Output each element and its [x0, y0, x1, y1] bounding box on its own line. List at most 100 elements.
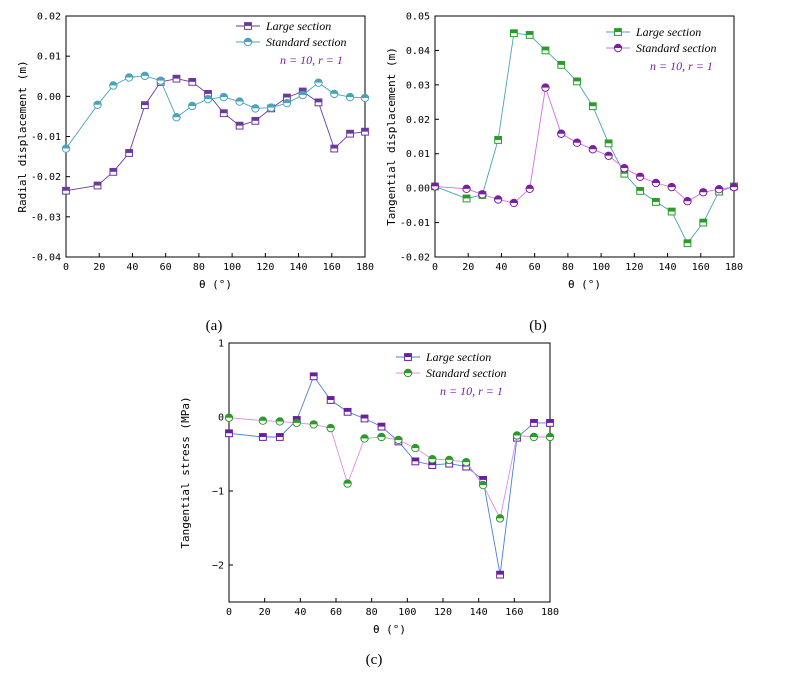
data-point-fill [668, 208, 676, 212]
legend-marker-fill [244, 38, 252, 42]
y-tick-label: 0.00 [37, 92, 61, 103]
data-point-fill [267, 103, 275, 108]
data-point-fill [109, 168, 117, 172]
y-tick-label: 0.03 [406, 80, 430, 91]
data-point-fill [496, 514, 504, 519]
y-axis-label: Radial displacement (m) [16, 60, 29, 212]
data-point-fill [636, 173, 644, 177]
y-tick-label: 0 [218, 413, 224, 424]
series-line-large-section [228, 375, 550, 575]
data-point-fill [361, 415, 368, 419]
data-point-fill [251, 117, 259, 121]
y-axis-label: Tangential displacement (m) [385, 47, 398, 226]
data-point-fill [589, 145, 597, 150]
legend-marker-fill [614, 44, 622, 48]
x-tick-label: 120 [256, 262, 274, 273]
data-point-fill [360, 434, 369, 439]
y-tick-label: -0.03 [31, 212, 61, 223]
data-point-fill [299, 88, 307, 92]
data-point-fill [510, 29, 518, 34]
data-point-fill [526, 31, 534, 35]
x-tick-label: 140 [659, 262, 677, 273]
data-point-fill [361, 128, 369, 132]
data-point-fill [620, 164, 629, 169]
x-axis-label: θ (°) [199, 278, 232, 291]
data-point-fill [652, 198, 660, 202]
data-point-fill [411, 444, 420, 449]
data-point-fill [293, 419, 301, 423]
legend-label: Standard section [636, 41, 717, 55]
legend-label: Large section [265, 19, 331, 33]
data-point-fill [699, 219, 707, 223]
plot-frame [228, 342, 551, 603]
x-tick-label: 160 [323, 262, 341, 273]
data-point-fill [109, 81, 118, 86]
legend-marker-fill [404, 369, 412, 373]
y-tick-label: 0.01 [37, 52, 61, 63]
data-point-fill [462, 185, 471, 189]
data-point-fill [299, 91, 307, 96]
data-point-fill [172, 113, 181, 118]
data-point-fill [283, 94, 291, 98]
data-point-fill [225, 414, 233, 418]
data-point-fill [530, 419, 538, 423]
data-point-fill [573, 78, 581, 82]
panel-label: (a) [206, 318, 223, 334]
data-point-fill [188, 102, 196, 106]
chart-radial-displacement: 0 20 40 60 80 100 120 140 160 180 -0.04 -0.03 -0.02 -… [16, 12, 374, 335]
x-tick-label: 100 [223, 262, 241, 273]
x-tick-label: 20 [93, 262, 105, 273]
data-point-fill [394, 436, 403, 440]
data-point-fill [428, 461, 436, 466]
chart-tangential-stress: 0 20 40 60 80 100 120 140 160 180 −2 −1 0 1 θ (°) Tange… [179, 339, 559, 669]
data-point-fill [636, 187, 644, 191]
y-tick-label: 0.05 [406, 12, 430, 23]
data-point-fill [684, 239, 691, 244]
legend-label: Large section [635, 25, 701, 39]
x-tick-label: 20 [462, 262, 474, 273]
data-point-fill [445, 456, 453, 460]
y-tick-label: 0.01 [406, 149, 430, 160]
data-point-fill [589, 102, 597, 107]
x-tick-label: 80 [366, 607, 378, 618]
data-point-fill [225, 429, 233, 434]
x-tick-label: 80 [193, 262, 205, 273]
x-tick-label: 180 [541, 607, 559, 618]
data-point-fill [573, 139, 581, 143]
data-point-fill [346, 93, 354, 98]
x-tick-label: 120 [434, 607, 452, 618]
x-tick-label: 40 [126, 262, 138, 273]
data-point-fill [93, 101, 102, 105]
data-point-fill [479, 476, 487, 480]
data-point-fill [479, 481, 487, 486]
data-point-fill [361, 94, 369, 98]
series-line-standard-section [228, 417, 550, 520]
data-point-fill [605, 139, 612, 144]
data-point-fill [530, 433, 538, 437]
data-point-fill [330, 145, 338, 149]
data-point-fill [94, 182, 101, 186]
legend-marker-fill [404, 353, 412, 357]
legend-label: Standard section [266, 35, 347, 49]
legend-label: Large section [425, 350, 491, 364]
data-point-fill [330, 90, 338, 94]
data-point-fill [462, 458, 470, 463]
data-point-fill [496, 571, 504, 575]
parameter-annotation: n = 10, r = 1 [440, 384, 503, 398]
y-tick-label: 1 [218, 339, 224, 350]
y-axis-label: Tangential stress (MPa) [179, 396, 192, 548]
data-point-fill [494, 136, 502, 140]
data-point-fill [494, 195, 502, 200]
x-tick-label: 120 [625, 262, 643, 273]
data-point-fill [546, 433, 554, 437]
data-point-fill [699, 188, 707, 193]
data-point-fill [173, 75, 180, 79]
data-point-fill [557, 130, 565, 134]
legend-marker-fill [244, 22, 252, 26]
data-point-fill [188, 78, 196, 82]
data-point-fill [62, 144, 70, 149]
x-tick-label: 100 [592, 262, 610, 273]
data-point-fill [542, 47, 549, 51]
x-tick-label: 160 [692, 262, 710, 273]
